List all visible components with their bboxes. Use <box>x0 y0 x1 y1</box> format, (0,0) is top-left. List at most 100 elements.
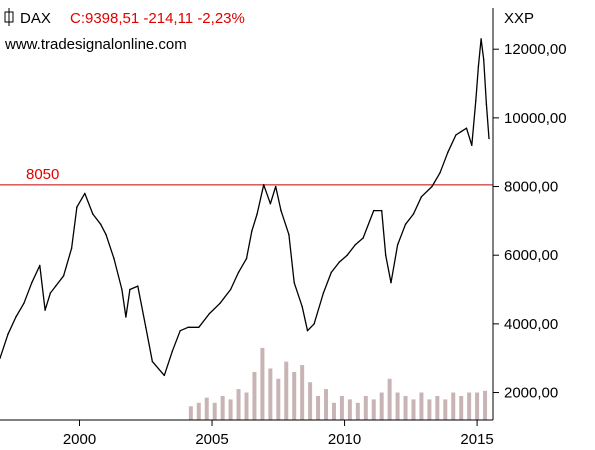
volume-bar <box>387 378 392 420</box>
x-tick-label: 2000 <box>63 431 96 448</box>
y-tick-label: 4000,00 <box>504 316 558 333</box>
volume-bar <box>260 347 265 420</box>
price-point <box>62 275 65 277</box>
volume-bar <box>188 406 193 420</box>
price-point <box>163 374 166 377</box>
price-point <box>373 209 375 212</box>
volume-bar <box>236 389 241 420</box>
price-point <box>485 103 488 105</box>
price-point <box>431 185 433 188</box>
volume-bar <box>411 399 416 420</box>
volume-bar <box>268 368 273 420</box>
volume-bar <box>347 399 352 420</box>
price-point <box>129 288 131 291</box>
volume-bar <box>300 365 305 420</box>
price-point <box>92 213 94 215</box>
price-point <box>125 316 127 318</box>
reference-line-label: 8050 <box>26 166 59 183</box>
volume-bar <box>228 399 233 420</box>
y-tick-label: 2000,00 <box>504 385 558 402</box>
price-point <box>460 130 462 133</box>
price-point <box>471 144 473 147</box>
volume-bar <box>276 378 281 420</box>
volume-bar <box>316 395 321 420</box>
price-point <box>187 326 189 328</box>
volume-bar <box>379 392 384 420</box>
price-point <box>338 261 340 263</box>
volume-layer <box>188 347 488 420</box>
price-point <box>293 281 295 284</box>
x-tick-label: 2010 <box>328 431 361 448</box>
price-point <box>113 257 115 260</box>
price-point <box>245 257 248 260</box>
source-url[interactable]: www.tradesignalonline.com <box>4 36 187 53</box>
price-point <box>39 264 41 267</box>
price-point <box>105 233 107 236</box>
price-point <box>477 65 480 68</box>
volume-bar <box>212 402 217 420</box>
price-point <box>44 309 46 311</box>
price-point <box>49 292 52 294</box>
price-point <box>31 281 33 284</box>
volume-bar <box>355 402 360 420</box>
volume-bar <box>244 392 249 420</box>
price-point <box>256 213 258 215</box>
volume-bar <box>475 392 480 420</box>
price-point <box>137 285 139 287</box>
price-point <box>237 271 240 274</box>
volume-bar <box>435 395 440 420</box>
price-point <box>263 184 265 186</box>
price-point <box>229 288 232 291</box>
price-point <box>447 151 449 153</box>
price-point <box>455 134 457 136</box>
price-point <box>475 100 477 102</box>
volume-bar <box>339 395 344 420</box>
price-point <box>380 209 383 212</box>
price-point <box>121 288 123 291</box>
price-point <box>54 285 57 287</box>
volume-bar <box>395 392 400 420</box>
price-point <box>280 209 282 212</box>
symbol-label[interactable]: DAX <box>20 10 51 27</box>
volume-bar <box>324 389 329 420</box>
volume-bar <box>308 382 313 420</box>
price-point <box>76 206 78 208</box>
volume-bar <box>363 395 368 420</box>
y-tick-label: 8000,00 <box>504 179 558 196</box>
price-point <box>322 292 325 294</box>
y-tick-label: 12000,00 <box>504 41 567 58</box>
price-point <box>288 233 290 236</box>
price-point <box>269 203 272 205</box>
price-point <box>396 244 399 246</box>
price-point <box>0 357 1 359</box>
price-point <box>208 312 211 315</box>
price-point <box>15 316 17 318</box>
volume-bar <box>331 402 336 420</box>
x-axis-ticks: 2000 2005 2010 2015 <box>63 420 494 448</box>
y-axis-ticks: 2000,00 4000,00 6000,00 8000,00 10000,00 1200… <box>493 41 567 402</box>
volume-bar <box>252 371 257 420</box>
volume-bar <box>196 402 201 420</box>
price-point <box>70 247 73 250</box>
price-point <box>480 38 482 40</box>
price-point <box>306 330 309 332</box>
volume-bar <box>220 395 225 420</box>
price-point <box>179 330 181 332</box>
volume-bar <box>292 371 297 420</box>
price-point <box>84 192 86 195</box>
price-point <box>404 223 407 225</box>
price-point <box>483 58 485 61</box>
volume-bar <box>403 395 408 420</box>
price-point <box>145 326 147 328</box>
volume-bar <box>371 399 376 420</box>
volume-bar <box>419 392 424 420</box>
volume-bar <box>467 392 472 420</box>
price-point <box>384 254 387 256</box>
reference-line-layer: 8050 <box>0 166 493 186</box>
price-point <box>420 196 423 198</box>
price-point <box>465 127 468 129</box>
volume-bar <box>284 361 289 420</box>
price-point <box>274 185 277 188</box>
